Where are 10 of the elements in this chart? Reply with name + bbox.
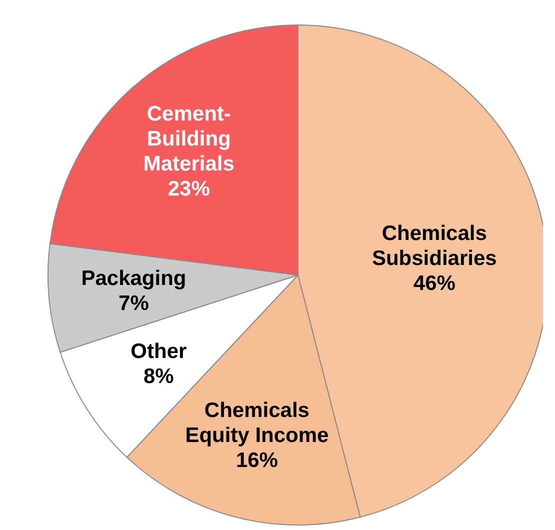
data-label: 46% — [413, 271, 456, 294]
slice-label: Chemicals Equity Income — [185, 398, 329, 446]
slice-label: Other — [130, 339, 187, 362]
slice-label: Packaging — [81, 266, 186, 290]
data-label: 23% — [168, 177, 210, 200]
slice-label: Chemicals Subsidiaries — [372, 221, 497, 270]
data-label: 7% — [118, 292, 150, 315]
data-label: 8% — [144, 364, 174, 388]
data-label: 16% — [236, 448, 278, 472]
slice-label: Cement-Building Materials — [143, 102, 234, 176]
